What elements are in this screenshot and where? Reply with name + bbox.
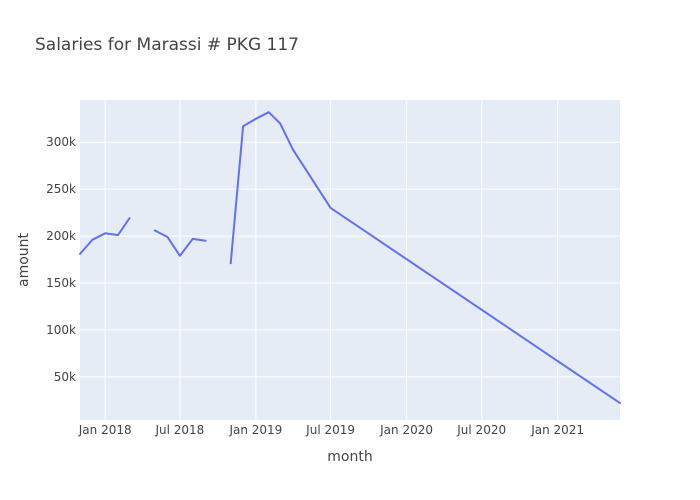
x-tick-label: Jan 2021: [530, 423, 584, 437]
x-tick-label: Jul 2018: [154, 423, 204, 437]
y-tick-label: 50k: [54, 370, 76, 384]
series-line-segment: [229, 111, 621, 405]
x-gridlines: [104, 100, 559, 420]
y-axis-title: amount: [16, 232, 32, 287]
plot-area: [80, 100, 620, 420]
x-tick-label: Jan 2019: [228, 423, 282, 437]
y-tick-label: 300k: [46, 135, 76, 149]
y-tick-label: 200k: [46, 229, 76, 243]
y-tick-label: 150k: [46, 276, 76, 290]
series-line-segment: [153, 229, 207, 257]
x-tick-label: Jul 2020: [456, 423, 506, 437]
x-axis-title: month: [327, 449, 372, 465]
chart-title: Salaries for Marassi # PKG 117: [35, 35, 299, 55]
x-tick-label: Jul 2019: [305, 423, 355, 437]
x-tick-labels: Jan 2018 Jul 2018 Jan 2019 Jul 2019 Jan 2020…: [78, 423, 584, 437]
x-tick-label: Jan 2020: [379, 423, 433, 437]
series-line-segment: [79, 217, 131, 255]
y-tick-labels: 50k 100k 150k 200k 250k 300k: [46, 135, 76, 384]
y-gridlines: [80, 141, 620, 378]
series-lines: [79, 111, 621, 405]
x-tick-label: Jan 2018: [78, 423, 132, 437]
y-tick-label: 100k: [46, 323, 76, 337]
y-tick-label: 250k: [46, 182, 76, 196]
